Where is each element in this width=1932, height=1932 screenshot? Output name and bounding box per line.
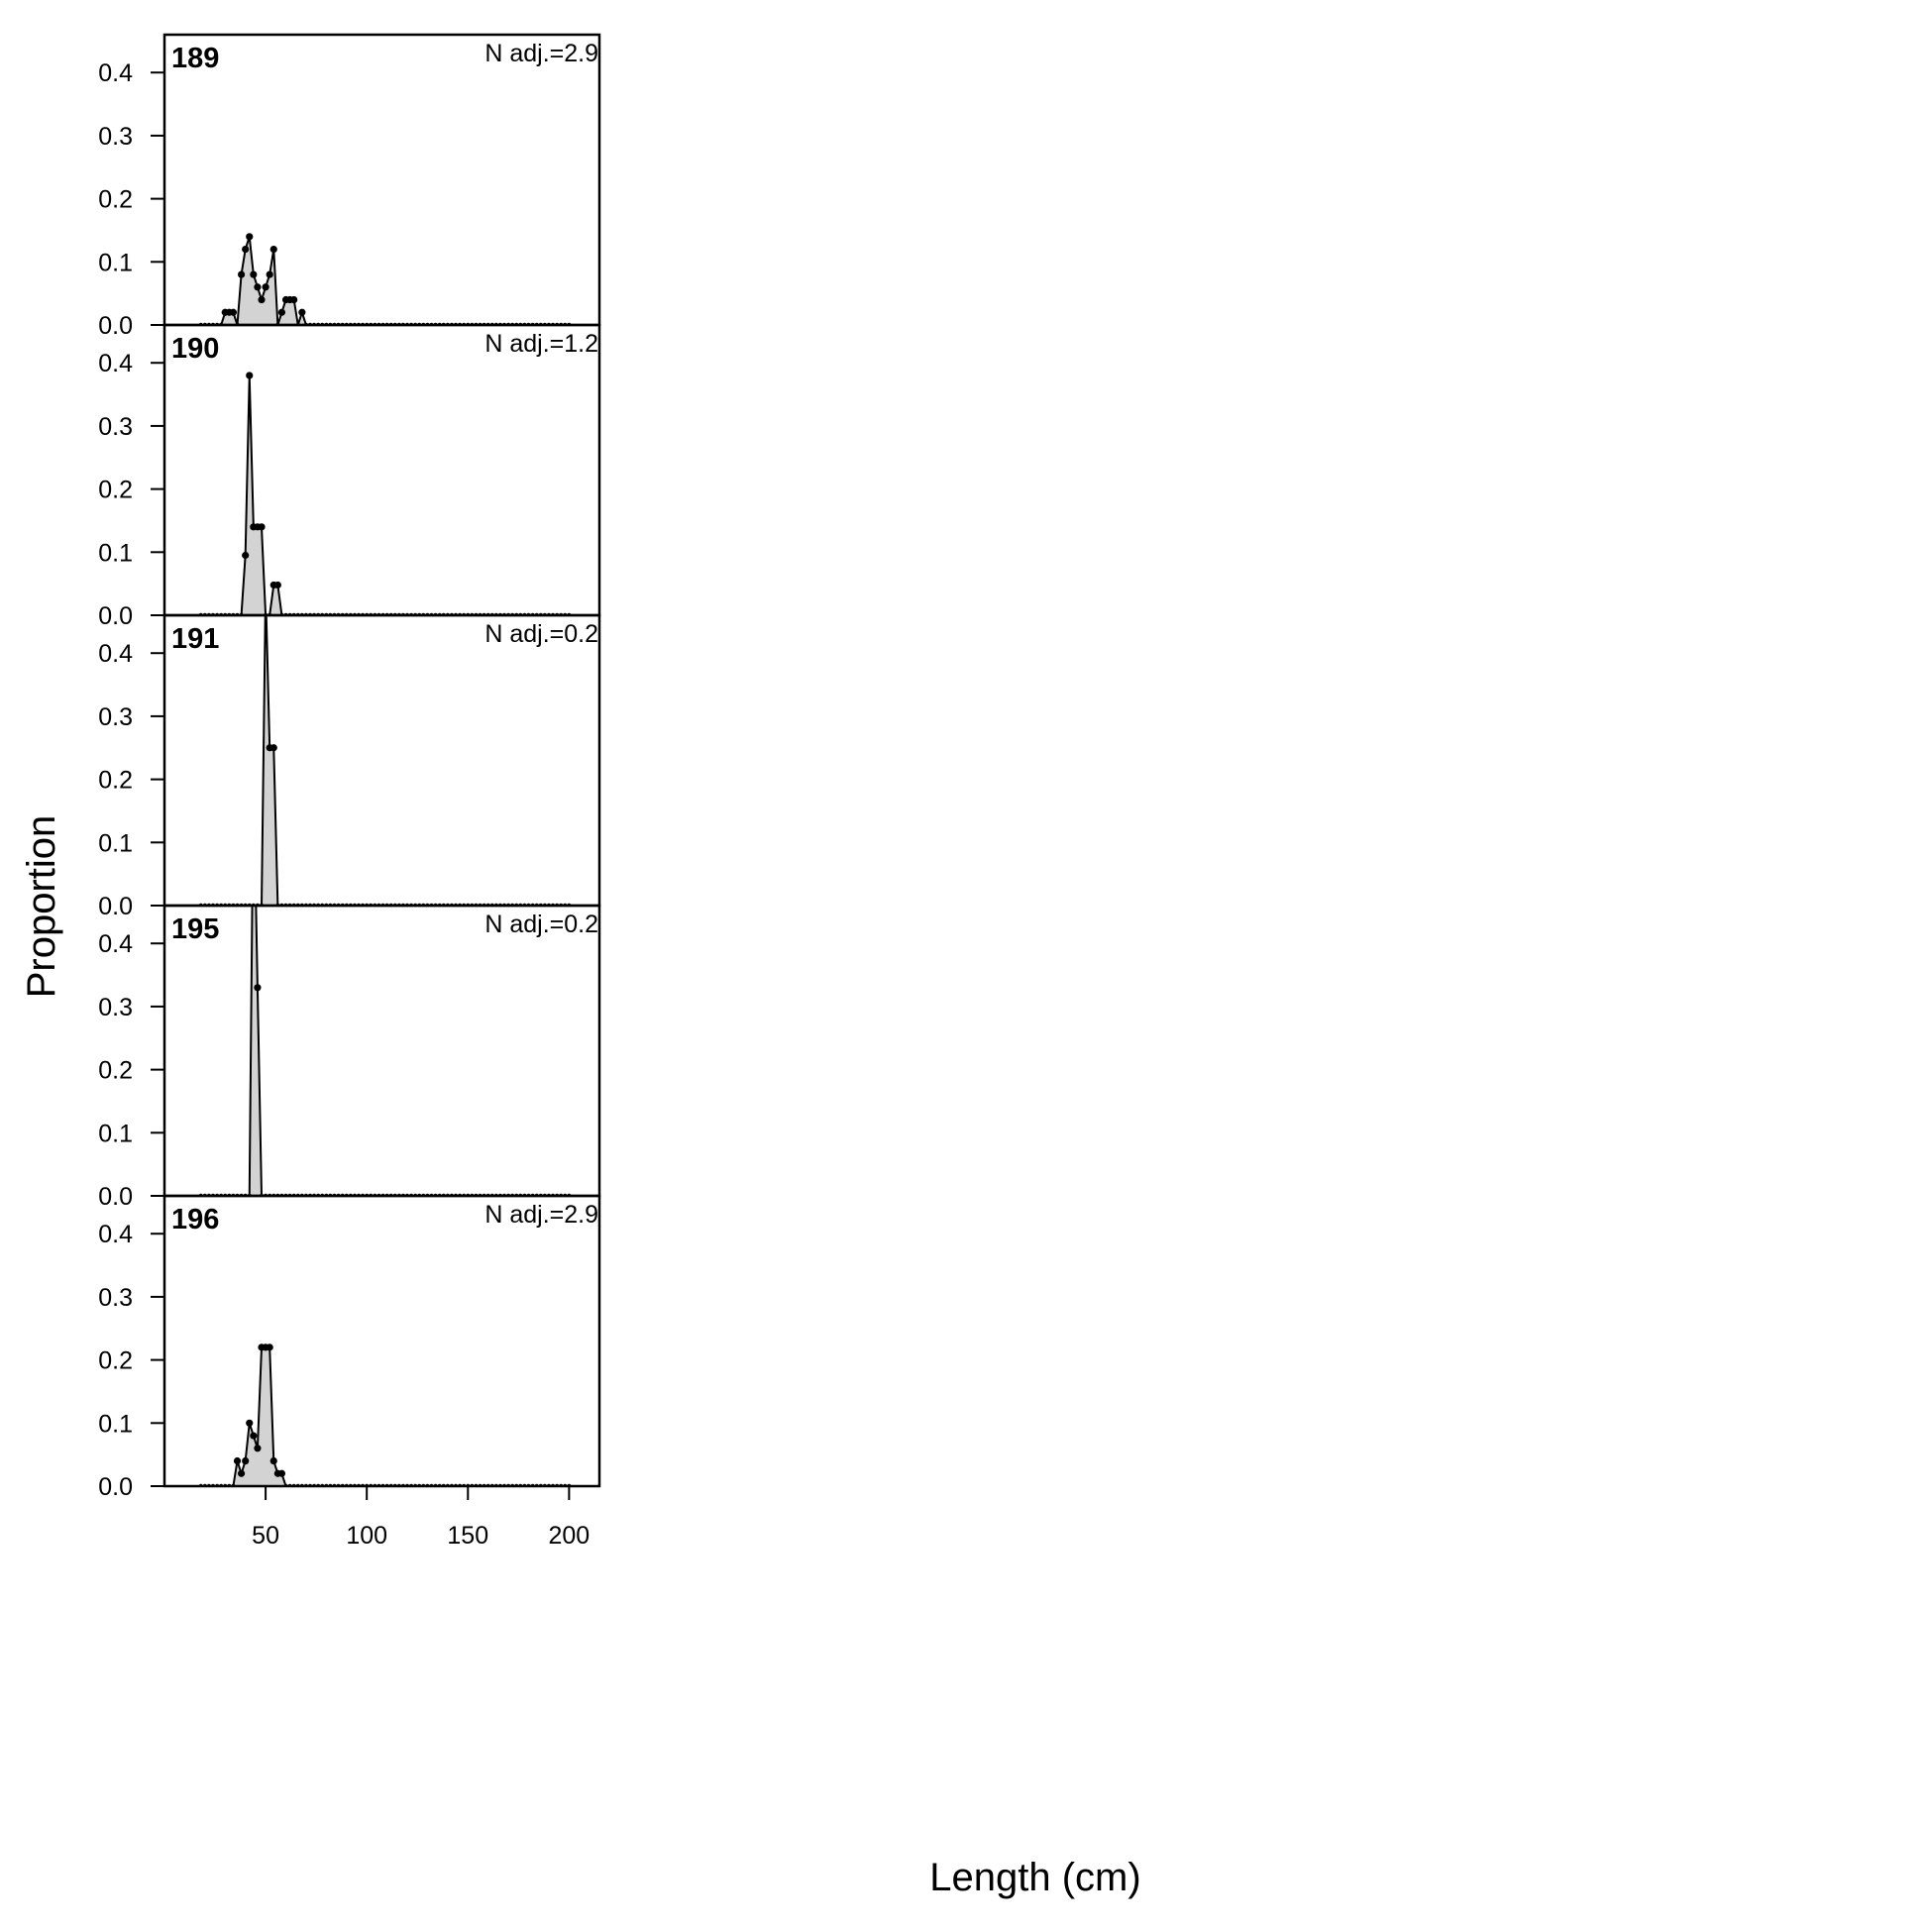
data-point	[246, 1419, 254, 1427]
y-tick-label: 0.0	[98, 602, 133, 630]
panel-frame	[162, 33, 601, 327]
y-tick-label: 0.0	[98, 1183, 133, 1211]
n-adj-label: N adj.=0.2	[484, 620, 598, 648]
panel-frame	[162, 1194, 601, 1488]
data-point	[266, 270, 273, 278]
panel-label: 196	[171, 1204, 219, 1235]
data-point	[242, 551, 250, 560]
n-adj-label: N adj.=2.9	[484, 40, 598, 67]
y-tick-label: 0.1	[98, 539, 133, 567]
y-tick-label: 0.4	[98, 640, 133, 668]
panel-190: 0.0 0.1 0.2 0.3 0.4 190 N adj.=1.2	[98, 323, 601, 630]
y-tick-label: 0.3	[98, 994, 133, 1021]
data-point	[246, 233, 254, 241]
panel-frame	[162, 904, 601, 1198]
y-tick-label: 0.1	[98, 829, 133, 857]
distribution-area	[200, 1346, 570, 1486]
data-point	[269, 744, 277, 752]
data-point	[254, 984, 262, 992]
y-tick-label: 0.2	[98, 1057, 133, 1085]
panel-frame	[162, 613, 601, 908]
data-point	[229, 308, 238, 316]
data-point	[266, 1343, 273, 1351]
data-point	[250, 270, 258, 278]
data-point	[250, 1432, 258, 1440]
y-tick-label: 0.4	[98, 930, 133, 958]
data-point	[237, 1469, 246, 1477]
panel-plot-area	[198, 233, 572, 325]
panel-195: 0.0 0.1 0.2 0.3 0.4 195 N adj.=0.2	[98, 770, 601, 1211]
y-tick-label: 0.0	[98, 312, 133, 340]
n-adj-label: N adj.=0.2	[484, 911, 598, 938]
y-tick-label: 0.2	[98, 1347, 133, 1375]
y-tick-label: 0.4	[98, 1221, 133, 1248]
panel-label: 195	[171, 913, 219, 945]
panel-label: 189	[171, 43, 219, 74]
y-tick-label: 0.2	[98, 186, 133, 214]
data-point	[242, 245, 250, 254]
y-tick-label: 0.2	[98, 767, 133, 795]
data-point	[237, 270, 246, 278]
y-tick-label: 0.1	[98, 249, 133, 276]
data-point	[242, 1456, 250, 1465]
panel-frame	[162, 323, 601, 617]
n-adj-label: N adj.=1.2	[484, 330, 598, 358]
panel-plot-area	[198, 1343, 572, 1486]
y-tick-label: 0.0	[98, 893, 133, 920]
data-point	[269, 1456, 277, 1465]
data-point	[254, 283, 262, 291]
data-point	[277, 1469, 286, 1477]
x-axis-title: Length (cm)	[929, 1856, 1140, 1899]
data-point	[277, 308, 286, 316]
panel-label: 191	[171, 623, 219, 655]
distribution-area	[200, 375, 570, 615]
y-tick-label: 0.3	[98, 703, 133, 731]
panel-191: 0.0 0.1 0.2 0.3 0.4 191 N adj.=0.2	[98, 613, 601, 920]
y-tick-label: 0.3	[98, 413, 133, 441]
distribution-line	[200, 375, 570, 615]
panel-196: 0.0 0.1 0.2 0.3 0.4 196 N adj.=2.9	[98, 1194, 601, 1501]
y-tick-label: 0.4	[98, 59, 133, 87]
data-point	[246, 372, 254, 379]
data-point	[250, 770, 257, 777]
y-tick-label: 0.4	[98, 350, 133, 377]
x-tick-label: 200	[549, 1522, 590, 1550]
x-tick-label: 150	[447, 1522, 488, 1550]
x-axis: 50 100 150 200	[252, 1486, 590, 1550]
data-point	[258, 523, 266, 531]
x-tick-label: 100	[346, 1522, 387, 1550]
panel-label: 190	[171, 333, 219, 365]
y-tick-label: 0.3	[98, 123, 133, 151]
panel-plot-area	[198, 372, 572, 615]
data-point	[262, 283, 269, 291]
data-point	[269, 245, 277, 254]
data-point	[273, 581, 281, 590]
y-tick-label: 0.0	[98, 1473, 133, 1501]
data-point	[298, 308, 306, 316]
y-tick-label: 0.1	[98, 1410, 133, 1438]
n-adj-label: N adj.=2.9	[484, 1201, 598, 1229]
y-tick-label: 0.3	[98, 1284, 133, 1312]
data-point	[254, 1445, 262, 1452]
panel-plot-area	[198, 770, 572, 1196]
distribution-line	[200, 615, 570, 906]
data-point	[258, 295, 266, 304]
y-tick-label: 0.2	[98, 477, 133, 504]
data-point	[233, 1456, 242, 1465]
panel-189: 0.0 0.1 0.2 0.3 0.4 189 N adj.=2.9	[98, 33, 601, 340]
y-axis-title: Proportion	[20, 815, 63, 999]
y-tick-label: 0.1	[98, 1120, 133, 1147]
panels-layer: 0.0 0.1 0.2 0.3 0.4 189 N adj.=2.9 0.0 0.1 0.2 0.3…	[98, 33, 601, 1501]
x-tick-label: 50	[252, 1522, 279, 1550]
data-point	[290, 295, 298, 304]
